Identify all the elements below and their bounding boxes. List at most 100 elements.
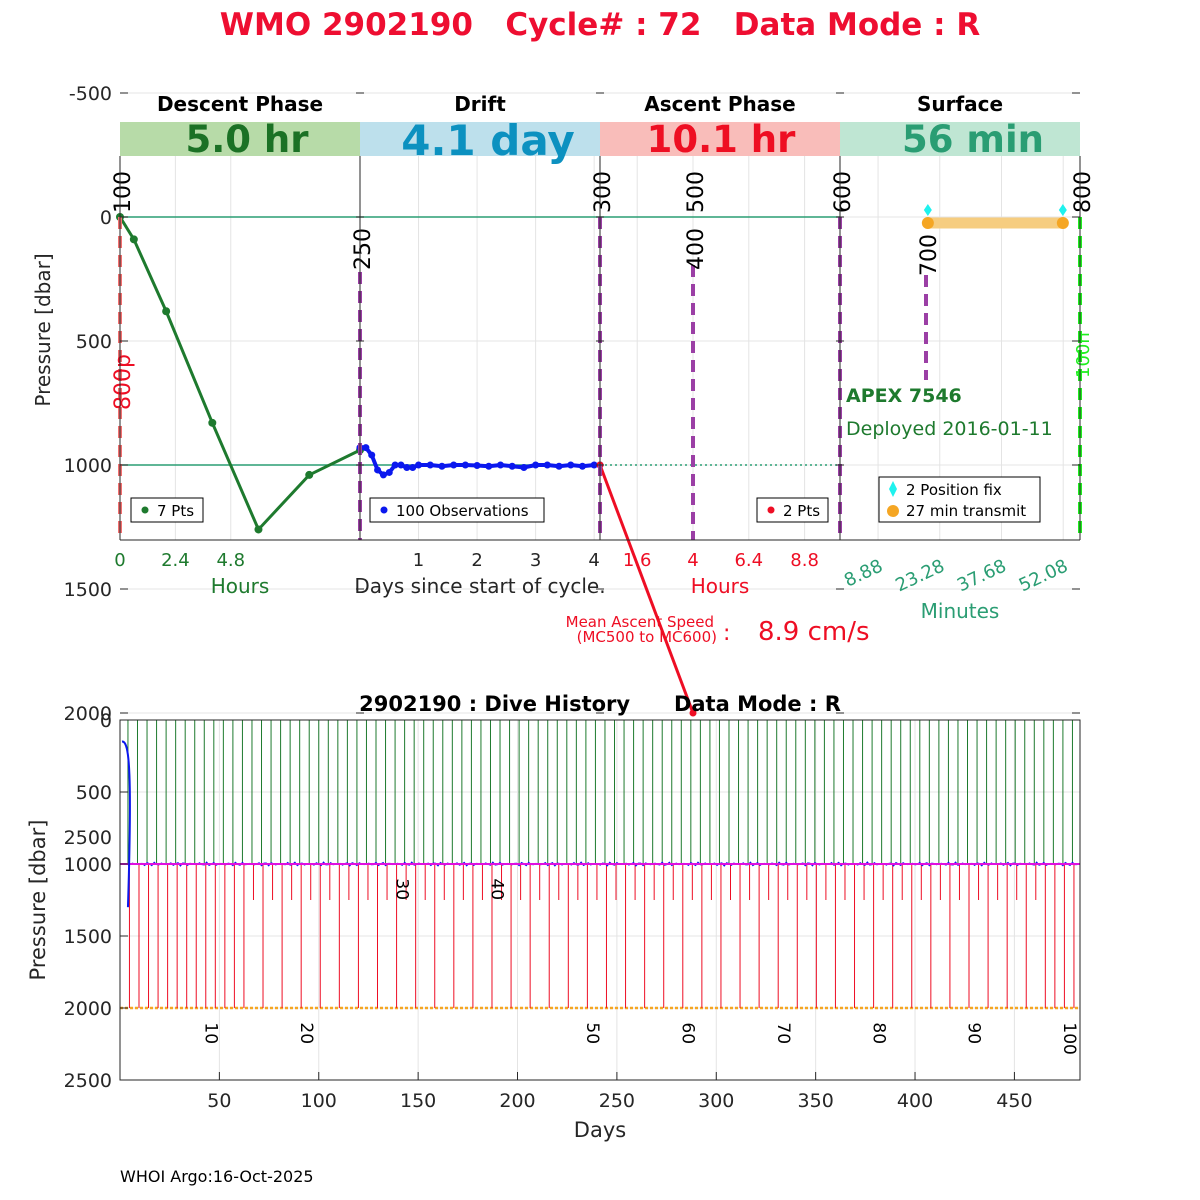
drift-point (403, 463, 411, 471)
legend-drift-label: 100 Observations (396, 502, 529, 520)
bottom-y-tick-label: 2500 (64, 1070, 112, 1092)
legend-fix-label: 2 Position fix (906, 481, 1002, 499)
cycle-number-label: 30 (391, 878, 411, 900)
drift-point (379, 471, 387, 479)
legend-descent-marker (141, 506, 149, 514)
bottom-y-tick-label: 1000 (64, 854, 112, 876)
unit-label-descent: Hours (211, 574, 270, 598)
bottom-x-tick-label: 250 (599, 1090, 635, 1112)
top-x-tick-surface: 23.28 (892, 555, 948, 596)
mc100n-label: 100n (1073, 332, 1094, 378)
descent-point (129, 235, 138, 244)
position-fix-point (923, 204, 932, 216)
bottom-axes-box (119, 719, 1081, 1081)
drift-point (578, 462, 586, 470)
legend-ascent-marker (767, 506, 775, 514)
descent-point (162, 307, 171, 316)
drift-point (508, 462, 516, 470)
cycle-number-label: 10 (200, 1022, 220, 1044)
drift-point (485, 462, 493, 470)
phase-duration-surface: 56 min (902, 118, 1044, 161)
legend-transmit-label: 27 min transmit (906, 502, 1026, 520)
drift-point (362, 444, 370, 452)
phase-band-drift (360, 122, 600, 156)
phase-name-drift: Drift (454, 92, 506, 116)
top-x-tick-ascent: 4 (687, 550, 698, 571)
legend-ascent-label: 2 Pts (783, 502, 820, 520)
drift-point (461, 461, 469, 469)
top-y-tick-label: 2000 (64, 703, 112, 725)
top-x-tick-drift: 3 (530, 550, 541, 571)
bottom-y-axis-label: Pressure [dbar] (26, 820, 50, 981)
top-series (116, 204, 1069, 717)
phase-duration-descent: 5.0 hr (185, 118, 309, 161)
mc250-label: 250 (351, 228, 376, 270)
legend-descent-label: 7 Pts (157, 502, 194, 520)
top-y-axis: -500 0 500 1000 1500 2000 2500 (64, 83, 112, 849)
descent-point (254, 525, 263, 534)
drift-point (415, 461, 423, 469)
bottom-x-tick-label: 200 (499, 1090, 535, 1112)
top-y-tick-label: 500 (76, 331, 112, 353)
top-x-tick-descent: 0 (114, 550, 125, 571)
transmit-point (1056, 217, 1069, 229)
top-x-tick-surface: 52.08 (1016, 555, 1072, 596)
drift-point (409, 463, 417, 471)
top-x-tick-drift: 1 (413, 550, 424, 571)
drift-point (385, 468, 393, 476)
ascent-speed-label-1: Mean Ascent Speed (566, 613, 714, 631)
mc800-label: 800 (1071, 171, 1096, 213)
phase-band-descent (120, 122, 360, 156)
unit-label-drift: Days since start of cycle. (354, 574, 605, 598)
drift-point (397, 461, 405, 469)
top-x-tick-descent: 2.4 (161, 550, 190, 571)
ascent-speed-colon: : (723, 621, 730, 646)
drift-point (391, 461, 399, 469)
top-chart: Descent Phase Drift Ascent Phase Surface… (31, 83, 1096, 849)
drift-point (543, 461, 551, 469)
cycle-number-label: 60 (677, 1022, 697, 1044)
drift-point (438, 462, 446, 470)
drift-point (496, 461, 504, 469)
drift-point (555, 462, 563, 470)
legend-descent: 7 Pts (130, 497, 204, 523)
mc100-label: 100 (111, 171, 136, 213)
top-x-tick-surface: 8.88 (841, 555, 886, 591)
legend-surface: 2 Position fix 27 min transmit (878, 476, 1041, 523)
mc500-label: 500 (684, 171, 709, 213)
bottom-chart-title: 2902190 : Dive History Data Mode : R (359, 692, 841, 716)
legend-drift-marker (380, 506, 388, 514)
unit-label-surface: Minutes (921, 599, 1000, 623)
mc400-label: 400 (684, 228, 709, 270)
bottom-y-tick-label: 500 (76, 782, 112, 804)
cycle-number-label: 70 (773, 1022, 793, 1044)
top-y-tick-label: 0 (100, 207, 112, 229)
bottom-x-tick-label: 300 (698, 1090, 734, 1112)
drift-point (374, 466, 382, 474)
bottom-y-tick-label: 0 (100, 710, 112, 732)
drift-point (368, 451, 376, 459)
bottom-x-tick-label: 150 (400, 1090, 436, 1112)
top-x-tick-ascent: 6.4 (734, 550, 763, 571)
drift-point (473, 461, 481, 469)
descent-point (305, 470, 314, 479)
cycle-number-label: 50 (582, 1022, 602, 1044)
descent-point (208, 418, 217, 427)
top-x-tick-ascent: 8.8 (790, 550, 819, 571)
float-deployed: Deployed 2016-01-11 (846, 418, 1053, 440)
ascent-speed-value: 8.9 cm/s (758, 617, 870, 647)
legend-transmit-marker (887, 505, 899, 517)
bottom-y-tick-label: 2000 (64, 998, 112, 1020)
phase-name-ascent: Ascent Phase (644, 92, 795, 116)
top-x-tick-descent: 4.8 (216, 550, 245, 571)
bottom-cycle-labels: 10 20 30 40 50 60 70 80 90 100 (200, 878, 1079, 1054)
bottom-x-tick-label: 400 (897, 1090, 933, 1112)
cycle-number-label: 100 (1059, 1022, 1079, 1054)
unit-label-ascent: Hours (691, 574, 750, 598)
descent-profile-line (118, 216, 361, 533)
phase-band-ascent (600, 122, 840, 156)
ascent-profile-line (598, 464, 695, 714)
top-y-tick-label: -500 (69, 83, 112, 105)
legend-ascent: 2 Pts (756, 497, 829, 523)
